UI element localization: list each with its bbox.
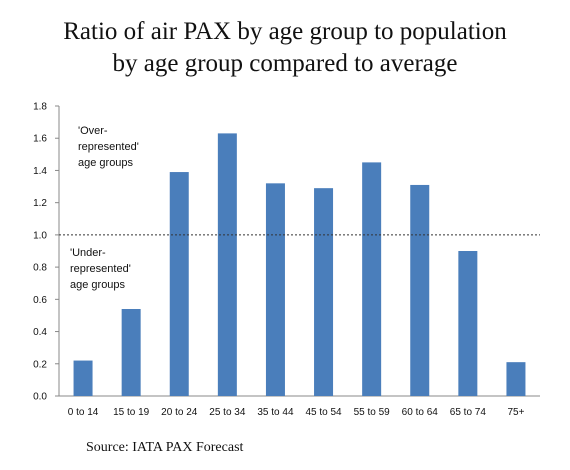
under-represented-annotation: represented' xyxy=(70,263,131,275)
bar xyxy=(506,362,526,396)
y-tick-label: 0.0 xyxy=(33,392,47,403)
x-tick-label: 35 to 44 xyxy=(257,407,294,418)
x-tick-label: 25 to 34 xyxy=(209,407,246,418)
x-tick-label: 55 to 59 xyxy=(354,407,391,418)
x-tick-label: 60 to 64 xyxy=(402,407,439,418)
bar xyxy=(265,183,285,396)
chart-title-line-2: by age group compared to average xyxy=(112,50,458,77)
x-tick-label: 15 to 19 xyxy=(113,407,150,418)
under-represented-annotation: age groups xyxy=(70,279,126,291)
x-tick-label: 65 to 74 xyxy=(450,407,487,418)
y-tick-label: 1.6 xyxy=(33,134,47,145)
bar xyxy=(73,360,93,396)
x-tick-label: 45 to 54 xyxy=(305,407,342,418)
y-tick-label: 1.2 xyxy=(33,198,47,209)
y-tick-label: 0.6 xyxy=(33,295,47,306)
bar xyxy=(217,133,237,396)
bar xyxy=(362,162,382,396)
over-represented-annotation: age groups xyxy=(78,157,134,169)
y-tick-label: 0.4 xyxy=(33,327,47,338)
y-tick-label: 1.0 xyxy=(33,230,47,241)
bar xyxy=(314,188,334,396)
x-tick-label: 75+ xyxy=(507,407,524,418)
bar xyxy=(169,172,189,396)
chart-title: Ratio of air PAX by age group to populat… xyxy=(0,16,570,80)
under-represented-annotation: 'Under- xyxy=(70,247,106,259)
y-tick-label: 0.8 xyxy=(33,263,47,274)
x-tick-label: 0 to 14 xyxy=(68,407,99,418)
chart-title-line-1: Ratio of air PAX by age group to populat… xyxy=(63,18,507,45)
over-represented-annotation: 'Over- xyxy=(78,125,108,137)
bar xyxy=(121,309,141,396)
chart-source: Source: IATA PAX Forecast xyxy=(86,440,244,455)
over-represented-annotation: represented' xyxy=(78,141,139,153)
y-tick-label: 0.2 xyxy=(33,359,47,370)
bar xyxy=(410,184,430,396)
x-tick-label: 20 to 24 xyxy=(161,407,198,418)
y-tick-label: 1.8 xyxy=(33,102,47,113)
y-tick-label: 1.4 xyxy=(33,166,47,177)
bar xyxy=(458,251,478,396)
